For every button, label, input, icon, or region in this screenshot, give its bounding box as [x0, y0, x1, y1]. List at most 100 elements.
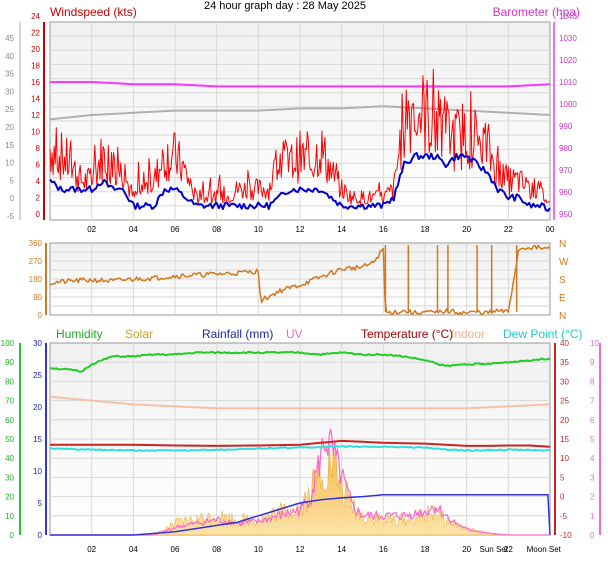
windspeed-tick-label: 8 [36, 144, 41, 153]
barometer-axis-label: Barometer (hpa) [492, 5, 580, 19]
windspeed-tick-label: 10 [31, 128, 40, 137]
humidity-tick-label: 0 [10, 531, 15, 540]
windspeed-tick-label: 12 [31, 111, 40, 120]
barometer-tick-label: 1000 [559, 100, 577, 109]
dewpoint-line [50, 445, 551, 452]
rain-tick-label: 15 [33, 435, 42, 444]
temperature-tick-label: 5 [560, 473, 565, 482]
temperature-tick-label: 0 [560, 493, 565, 502]
wind-x-tick-label: 18 [421, 225, 430, 234]
wind-x-tick-label: 16 [379, 225, 388, 234]
uv-tick-label: 4 [590, 454, 595, 463]
legend-rainfall: Rainfall (mm) [202, 327, 274, 341]
barometer-line [50, 81, 551, 88]
windspeed-tick-label: 18 [31, 62, 40, 71]
uv-tick-label: 2 [590, 493, 595, 502]
temp-x-tick-label: 14 [337, 545, 346, 554]
wind-outer-tick-label: -5 [7, 212, 15, 221]
rain-tick-label: 5 [38, 499, 43, 508]
humidity-tick-label: 10 [5, 512, 14, 521]
windspeed-tick-label: 14 [31, 95, 40, 104]
wind-x-tick-label: 22 [504, 225, 513, 234]
wind-outer-tick-label: 30 [5, 87, 14, 96]
rain-tick-label: 30 [33, 339, 42, 348]
barometer-tick-label: 1020 [559, 56, 577, 65]
windspeed-tick-label: 2 [36, 194, 41, 203]
wind-x-tick-label: 14 [337, 225, 346, 234]
compass-tick-label: E [559, 293, 566, 304]
windspeed-tick-label: 4 [36, 177, 41, 186]
uv-tick-label: 5 [590, 435, 595, 444]
barometer-tick-label: 960 [559, 188, 573, 197]
temp-x-tick-label: Moon Set [527, 545, 562, 554]
rainfall-line [50, 493, 551, 536]
wind-outer-tick-label: 20 [5, 123, 14, 132]
uv-tick-label: 8 [590, 377, 595, 386]
temperature-tick-label: -10 [560, 531, 572, 540]
humidity-tick-label: 80 [5, 377, 14, 386]
wind-x-tick-label: 06 [171, 225, 180, 234]
temperature-tick-label: -5 [560, 512, 568, 521]
uv-tick-label: 6 [590, 416, 595, 425]
temp-x-tick-label: 12 [296, 545, 305, 554]
compass-tick-label: S [559, 275, 566, 286]
direction-tick-label: 180 [29, 275, 43, 284]
wind-x-tick-label: 12 [296, 225, 305, 234]
temp-x-tick-label: 02 [87, 545, 96, 554]
compass-tick-label: W [559, 257, 569, 268]
temperature-tick-label: 15 [560, 435, 569, 444]
direction-tick-label: 0 [38, 311, 43, 320]
wind-outer-tick-label: 45 [5, 34, 14, 43]
uv-tick-label: 1 [590, 512, 595, 521]
direction-tick-label: 360 [29, 239, 43, 248]
humidity-tick-label: 70 [5, 397, 14, 406]
wind-outer-tick-label: 10 [5, 159, 14, 168]
uv-tick-label: 7 [590, 397, 595, 406]
windspeed-tick-label: 22 [31, 29, 40, 38]
temp-x-tick-label: 10 [254, 545, 263, 554]
temp-x-tick-label: 06 [171, 545, 180, 554]
temperature-tick-label: 35 [560, 358, 569, 367]
wind-outer-tick-label: 35 [5, 70, 14, 79]
legend-dewpoint: Dew Point (°C) [503, 327, 583, 341]
temp-x-tick-label: Sun Set [480, 545, 509, 554]
humidity-tick-label: 20 [5, 493, 14, 502]
temp-x-tick-label: 18 [421, 545, 430, 554]
direction-tick-label: 90 [33, 293, 42, 302]
legend-indoor: Indoor [451, 327, 486, 341]
barometer-tick-label: 990 [559, 122, 573, 131]
temperature-line [50, 439, 551, 448]
wind-x-tick-label: 10 [254, 225, 263, 234]
compass-tick-label: N [559, 239, 566, 250]
wind-x-tick-label: 20 [462, 225, 471, 234]
wind-outer-tick-label: 5 [10, 176, 15, 185]
temperature-tick-label: 40 [560, 339, 569, 348]
barometer-tick-label: 980 [559, 144, 573, 153]
temp-x-tick-label: 20 [462, 545, 471, 554]
temperature-tick-label: 10 [560, 454, 569, 463]
baro-grey-line [49, 105, 551, 121]
uv-tick-label: 9 [590, 358, 595, 367]
wind-direction-line [49, 244, 551, 316]
humidity-tick-label: 60 [5, 416, 14, 425]
wind-x-tick-label: 02 [87, 225, 96, 234]
uv-tick-label: 10 [590, 339, 599, 348]
wind-average-line [49, 152, 551, 212]
humidity-tick-label: 100 [1, 339, 15, 348]
temp-x-tick-label: 22 [504, 545, 513, 554]
humidity-tick-label: 50 [5, 435, 14, 444]
gust-line [49, 68, 551, 206]
wind-outer-tick-label: 40 [5, 52, 14, 61]
barometer-tick-label: 1010 [559, 78, 577, 87]
temperature-tick-label: 30 [560, 377, 569, 386]
rain-tick-label: 20 [33, 403, 42, 412]
wind-x-tick-label: 00 [546, 225, 555, 234]
legend-humidity: Humidity [56, 327, 103, 341]
windspeed-axis-label: Windspeed (kts) [50, 5, 137, 19]
uv-tick-label: 0 [590, 531, 595, 540]
wind-x-tick-label: 08 [212, 225, 221, 234]
windspeed-tick-label: 6 [36, 161, 41, 170]
compass-tick-label: N [559, 311, 566, 322]
temp-x-tick-label: 16 [379, 545, 388, 554]
